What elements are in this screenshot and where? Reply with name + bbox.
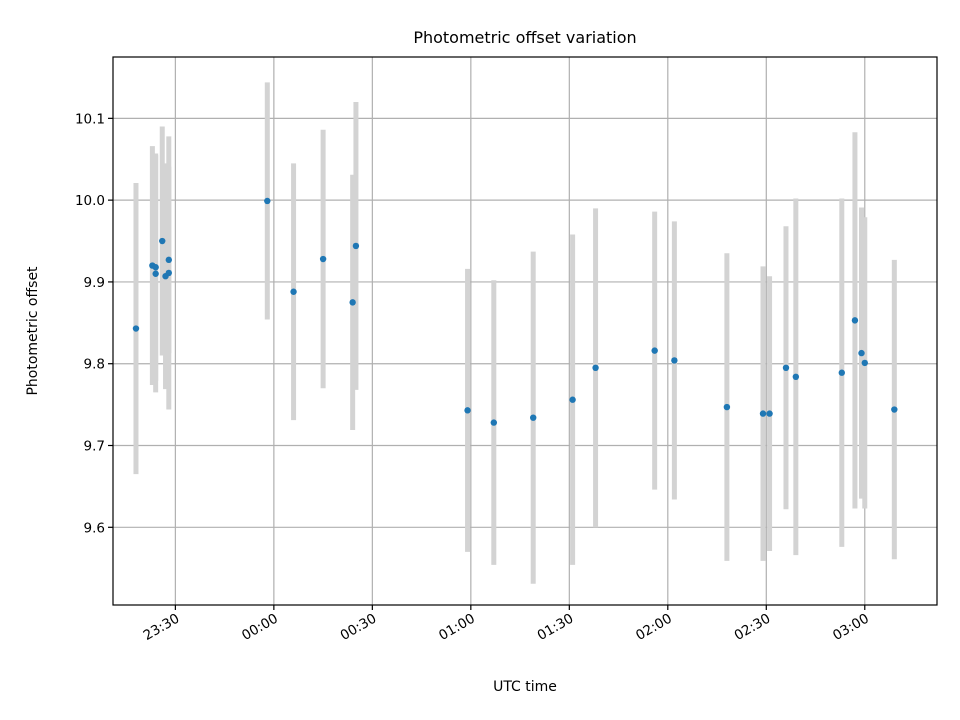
chart-title: Photometric offset variation <box>413 28 636 47</box>
data-point <box>759 410 767 417</box>
data-point <box>671 357 678 364</box>
y-axis-label: Photometric offset <box>25 266 41 396</box>
data-point <box>349 299 356 306</box>
x-axis-label: UTC time <box>493 679 557 695</box>
data-point <box>838 369 845 376</box>
data-point <box>290 288 297 295</box>
y-tick-label: 9.6 <box>84 520 105 536</box>
data-point <box>464 407 471 414</box>
data-point <box>592 364 599 372</box>
y-axis-ticks: 9.6 9.7 9.8 9.9 10.0 10.1 <box>75 111 113 536</box>
data-point <box>723 403 731 411</box>
data-point <box>766 410 773 417</box>
data-point <box>851 317 859 324</box>
data-point <box>159 237 166 245</box>
data-points <box>132 197 898 426</box>
data-point <box>569 396 576 403</box>
plot-frame <box>112 56 938 606</box>
data-point <box>792 373 800 381</box>
data-point <box>530 414 537 421</box>
grid <box>113 57 937 605</box>
data-point <box>152 264 159 271</box>
data-point <box>152 270 159 277</box>
data-point <box>319 255 327 263</box>
y-tick-label: 10.1 <box>75 111 105 127</box>
data-point <box>891 406 898 413</box>
data-point <box>858 349 865 357</box>
data-point <box>165 269 173 277</box>
y-tick-label: 9.8 <box>84 357 105 373</box>
y-tick-label: 9.7 <box>84 439 105 455</box>
data-point <box>132 325 140 332</box>
data-point <box>165 256 173 264</box>
data-point <box>651 347 658 354</box>
y-tick-label: 9.9 <box>84 275 105 291</box>
data-point <box>352 242 360 250</box>
data-point <box>490 419 498 426</box>
data-point <box>861 359 868 367</box>
data-point <box>782 364 790 372</box>
data-point <box>264 197 271 205</box>
y-tick-label: 10.0 <box>75 193 105 209</box>
